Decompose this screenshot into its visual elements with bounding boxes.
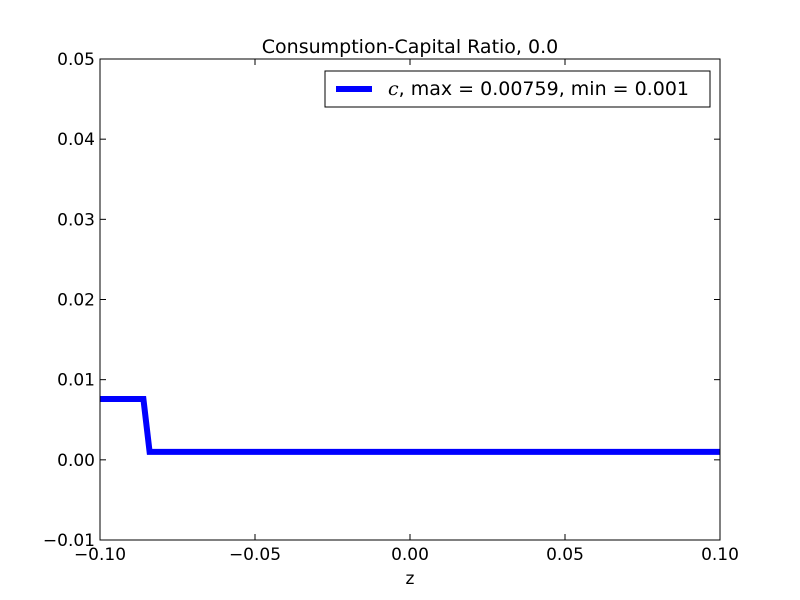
legend-box <box>324 70 711 108</box>
x-axis-label: z <box>406 569 415 589</box>
legend-series-label: , max = 0.00759, min = 0.001 <box>399 78 689 100</box>
y-tick-label: −0.01 <box>43 531 95 551</box>
y-tick-label: 0.02 <box>57 291 95 311</box>
y-tick-label: 0.05 <box>57 50 95 70</box>
chart-title: Consumption-Capital Ratio, 0.0 <box>262 36 558 58</box>
legend-entry: c, max = 0.00759, min = 0.001 <box>388 78 689 100</box>
x-tick-label: 0.10 <box>701 545 739 565</box>
y-tick-label: 0.03 <box>57 210 95 230</box>
legend-series-symbol: c <box>388 78 399 100</box>
series-layer <box>100 395 720 455</box>
x-tick-label: −0.10 <box>74 545 126 565</box>
x-tick-label: −0.05 <box>229 545 281 565</box>
series-line-0 <box>100 395 720 455</box>
ticks-layer <box>99 58 721 541</box>
y-tick-label: 0.00 <box>57 451 95 471</box>
x-tick-label: 0.05 <box>546 545 584 565</box>
y-tick-label: 0.01 <box>57 371 95 391</box>
tick-labels-layer: −0.10 −0.05 0.00 0.05 0.10 −0.01 0.00 0.01 0.02 0… <box>43 50 739 565</box>
legend: c, max = 0.00759, min = 0.001 <box>324 70 711 108</box>
x-tick-label: 0.00 <box>391 545 429 565</box>
y-tick-label: 0.04 <box>57 130 95 150</box>
